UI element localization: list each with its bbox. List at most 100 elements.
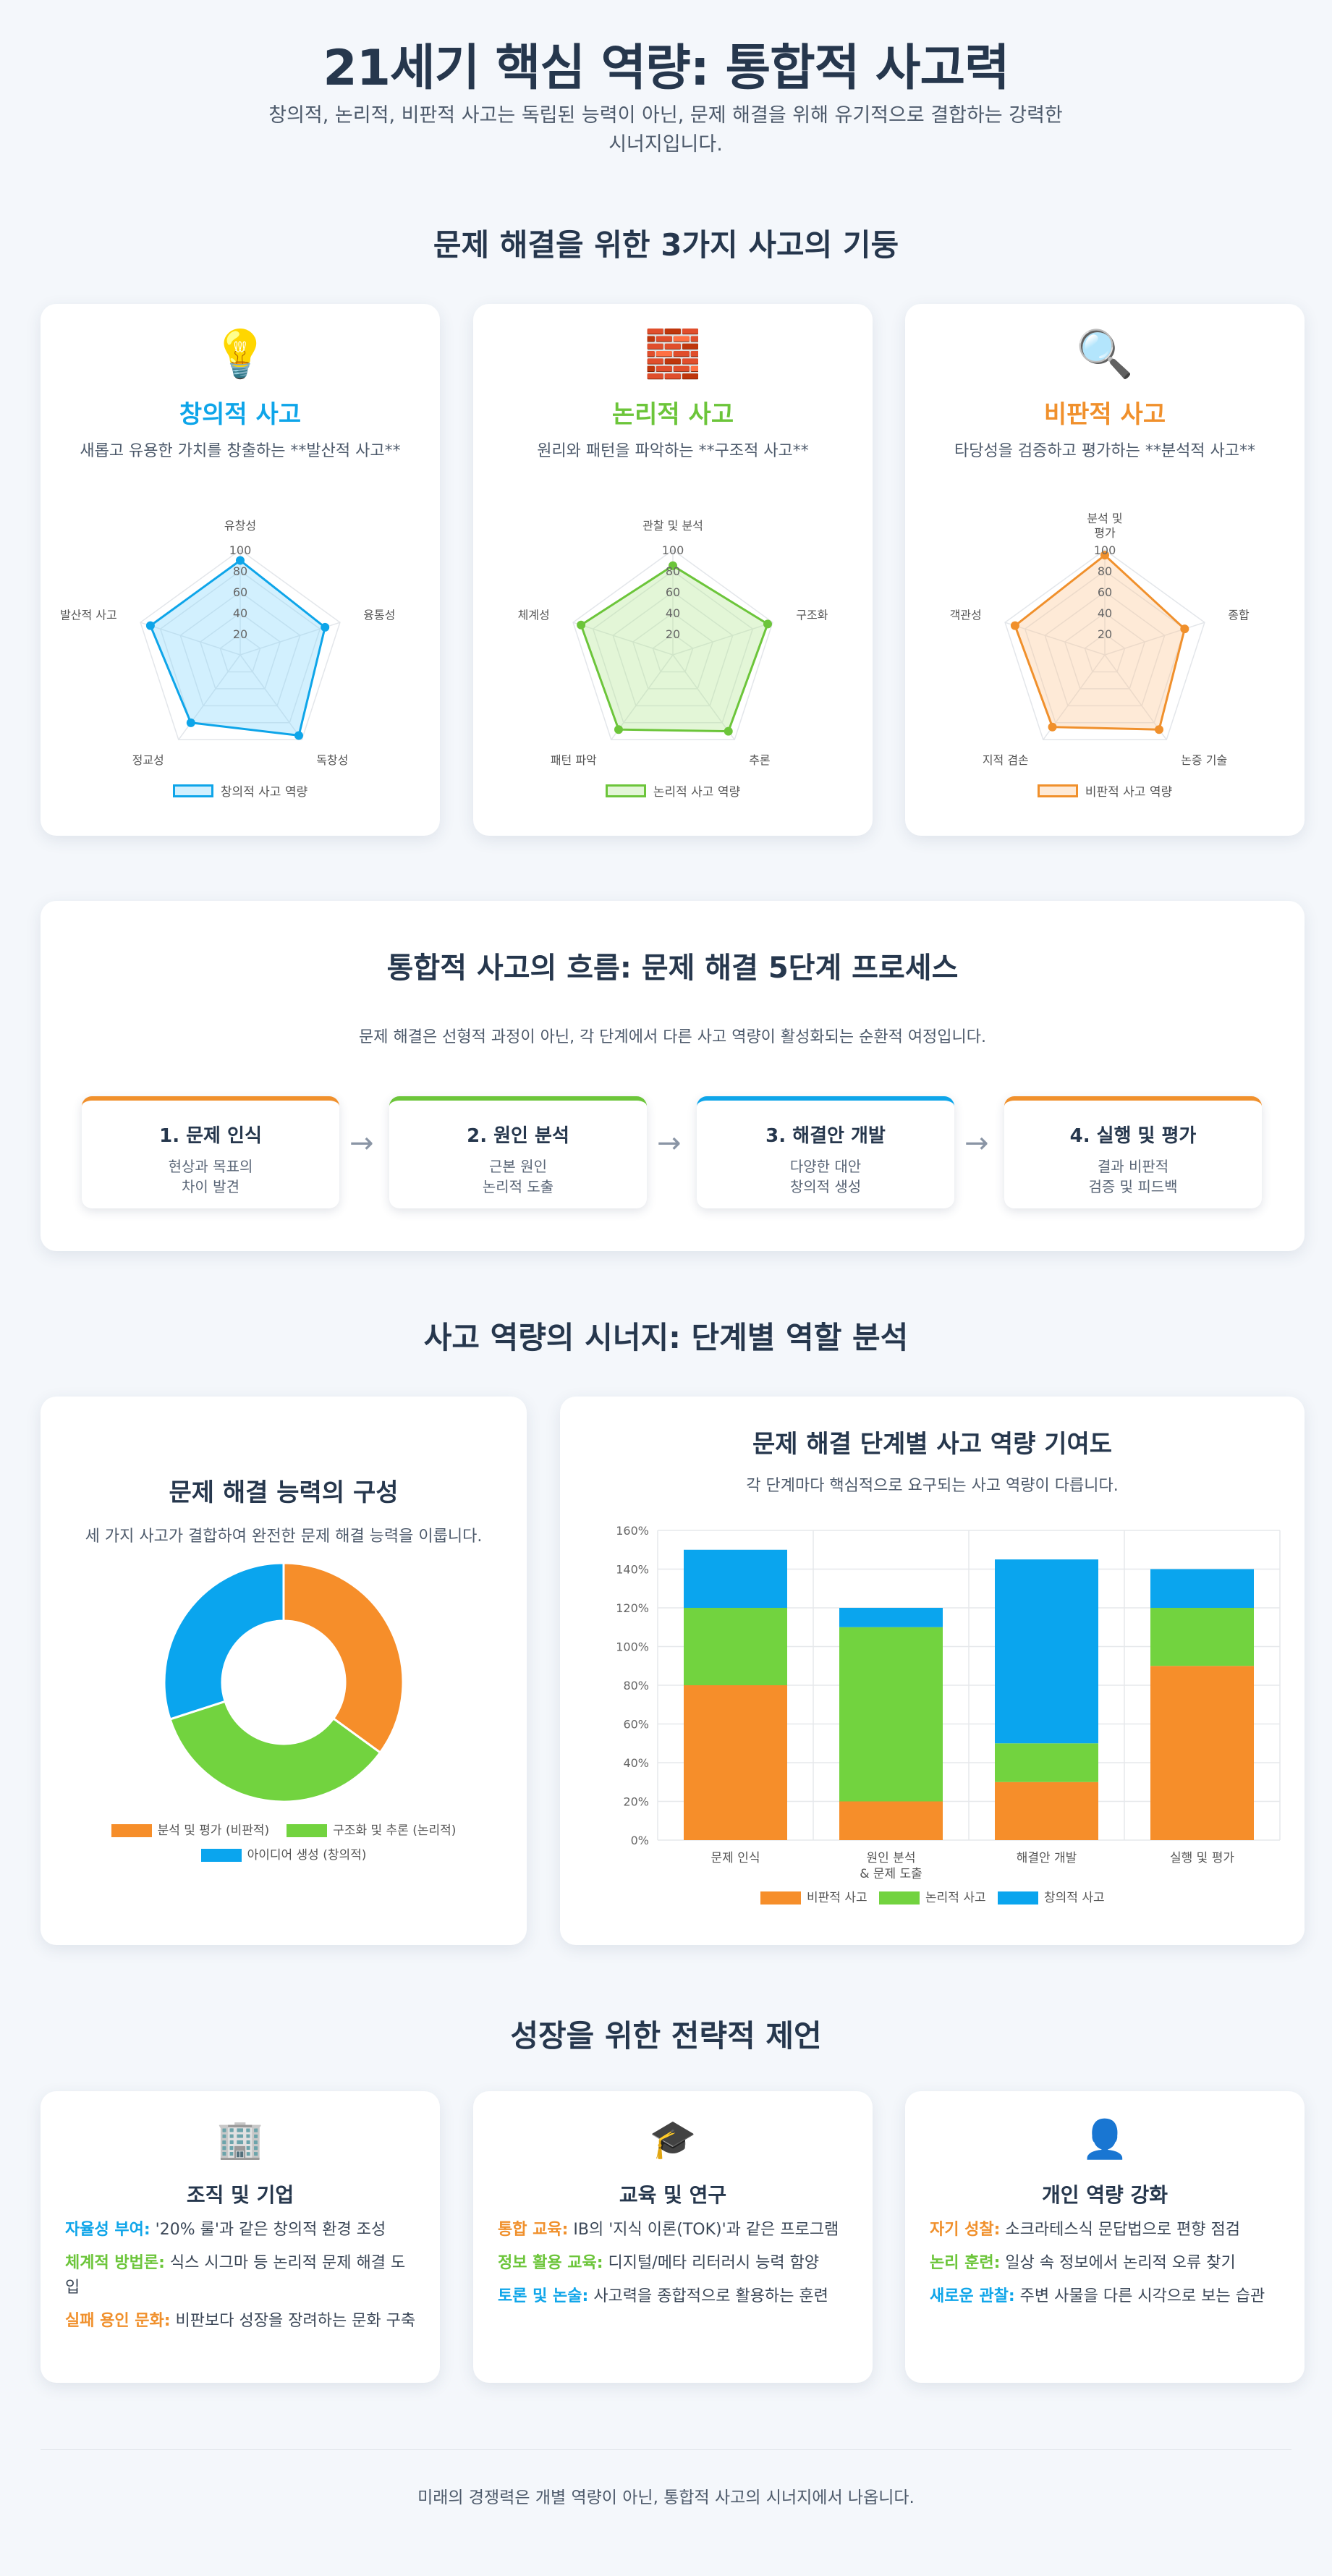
- process-step-description: 다양한 대안 창의적 생성: [789, 1158, 862, 1195]
- radar-spoke: [672, 654, 735, 740]
- legend-label: 비판적 사고 역량: [1085, 785, 1173, 800]
- strategy-card-title: 개인 역량 강화: [1041, 2183, 1168, 2207]
- radar-tick-label: 20: [666, 627, 680, 641]
- radar-grid-ring: [572, 549, 773, 741]
- radar-grid-ring: [219, 633, 261, 673]
- radar-tick-label: 80: [233, 564, 247, 578]
- radar-point: [1048, 722, 1057, 732]
- radar-grid-ring: [592, 570, 754, 724]
- bar-segment: [1150, 1569, 1254, 1608]
- donut-chart-card: 문제 해결 능력의 구성 세 가지 사고가 결합하여 완전한 문제 해결 능력을…: [41, 1397, 527, 1945]
- bar-x-tick-label: 실행 및 평가: [1170, 1851, 1234, 1865]
- radar-axis-label: 발산적 사고: [60, 609, 117, 622]
- radar-tick-label: 40: [233, 606, 247, 620]
- radar-point: [1010, 621, 1019, 630]
- bar-segment: [839, 1801, 943, 1840]
- strategy-list: 자기 성찰: 소크라테스식 문답법으로 편향 점검 논리 훈련: 일상 속 정보에…: [930, 2218, 1284, 2318]
- process-arrow-icon: →: [964, 1127, 989, 1160]
- footer-divider: [41, 2449, 1291, 2450]
- radar-legend: 창의적 사고 역량: [41, 781, 440, 800]
- office-building-icon: 🏢: [216, 2118, 264, 2161]
- radar-axis-label: 객관성: [950, 609, 982, 622]
- strategy-list: 자율성 부여: '20% 룰'과 같은 창의적 환경 조성 체계적 방법론: 식스…: [65, 2218, 420, 2342]
- radar-spoke: [672, 622, 773, 656]
- donut-legend-item: 아이디어 생성 (창의적): [200, 1844, 366, 1866]
- legend-swatch: [172, 784, 213, 797]
- pillar-card: 🔍 비판적 사고 타당성을 검증하고 평가하는 **분석적 사고** 20 40 60 80…: [905, 304, 1305, 836]
- donut-chart-subtitle: 세 가지 사고가 결합하여 완전한 문제 해결 능력을 이룹니다.: [85, 1528, 483, 1546]
- strategy-item-text: 비판보다 성장을 장려하는 문화 구축: [170, 2312, 416, 2330]
- synergy-section-title: 사고 역량의 시너지: 단계별 역할 분석: [423, 1320, 909, 1355]
- strategy-item: 논리 훈련: 일상 속 정보에서 논리적 오류 찾기: [930, 2251, 1284, 2276]
- radar-legend: 논리적 사고 역량: [473, 781, 873, 800]
- bar-segment: [839, 1627, 943, 1802]
- radar-spoke: [1004, 622, 1106, 656]
- legend-label: 논리적 사고 역량: [653, 785, 741, 800]
- strategy-item-label: 정보 활용 교육:: [498, 2254, 603, 2272]
- pillar-title: 창의적 사고: [179, 400, 302, 429]
- pillar-card: 🧱 논리적 사고 원리와 패턴을 파악하는 **구조적 사고** 20 40 60 80 10…: [473, 304, 873, 836]
- strategy-item: 토론 및 논술: 사고력을 종합적으로 활용하는 훈련: [498, 2284, 852, 2309]
- brick-icon: 🧱: [644, 328, 702, 381]
- bar-legend-label: 논리적 사고: [925, 1891, 986, 1905]
- bar-segment: [684, 1549, 787, 1608]
- radar-tick-label: 20: [1098, 627, 1112, 641]
- radar-point: [321, 622, 330, 632]
- radar-spoke: [572, 622, 674, 656]
- radar-spoke: [239, 654, 302, 740]
- strategy-item-text: IB의 '지식 이론(TOK)'과 같은 프로그램: [568, 2221, 839, 2239]
- radar-tick-label: 100: [1094, 543, 1116, 557]
- radar-spoke: [140, 622, 241, 656]
- legend-swatch: [1037, 784, 1078, 797]
- donut-slice: [282, 1563, 404, 1755]
- strategy-item-label: 토론 및 논술:: [498, 2287, 589, 2305]
- donut-chart-title: 문제 해결 능력의 구성: [169, 1478, 399, 1507]
- legend-swatch: [998, 1891, 1038, 1905]
- radar-tick-label: 100: [229, 543, 252, 557]
- process-step: 2. 원인 분석 근본 원인 논리적 도출: [389, 1096, 647, 1208]
- process-step-title: 2. 원인 분석: [467, 1125, 569, 1147]
- strategy-item: 실패 용인 문화: 비판보다 성장을 장려하는 문화 구축: [65, 2309, 420, 2334]
- process-arrow-icon: →: [349, 1127, 374, 1160]
- footer-text: 미래의 경쟁력은 개별 역량이 아닌, 통합적 사고의 시너지에서 나옵니다.: [417, 2488, 915, 2507]
- strategy-card-title: 조직 및 기업: [186, 2183, 294, 2207]
- radar-data-area: [1014, 554, 1186, 731]
- bar-segment: [995, 1559, 1098, 1744]
- radar-axis-label: 분석 및 평가: [1087, 512, 1122, 540]
- lightbulb-icon: 💡: [211, 328, 269, 381]
- legend-label: 창의적 사고 역량: [220, 785, 308, 800]
- radar-axis-label: 정교성: [132, 753, 164, 767]
- bar-y-tick-label: 0%: [631, 1834, 649, 1847]
- radar-tick-label: 20: [233, 627, 247, 641]
- donut-legend-item: 분석 및 평가 (비판적): [111, 1820, 269, 1842]
- radar-point: [294, 731, 303, 740]
- radar-point: [145, 621, 155, 630]
- legend-swatch: [760, 1891, 801, 1905]
- bar-y-tick-label: 140%: [616, 1563, 649, 1577]
- pillar-title: 논리적 사고: [611, 400, 734, 429]
- pillar-description: 새롭고 유용한 가치를 창출하는 **발산적 사고**: [80, 442, 401, 460]
- strategy-card: 👤 개인 역량 강화 자기 성찰: 소크라테스식 문답법으로 편향 점검 논리 훈련:…: [905, 2091, 1305, 2383]
- bar-y-tick-label: 20%: [623, 1795, 649, 1809]
- process-card: 통합적 사고의 흐름: 문제 해결 5단계 프로세스 문제 해결은 선형적 과정…: [41, 901, 1305, 1251]
- radar-spoke: [1104, 654, 1167, 740]
- bar-y-tick-label: 60%: [623, 1718, 649, 1732]
- radar-point: [614, 725, 623, 734]
- bar-y-tick-label: 160%: [616, 1524, 649, 1538]
- radar-tick-label: 80: [666, 564, 680, 578]
- radar-grid-ring: [140, 549, 341, 741]
- radar-axis-label: 체계성: [518, 609, 550, 622]
- radar-tick-label: 40: [666, 606, 680, 620]
- radar-tick-label: 40: [1098, 606, 1112, 620]
- radar-tick-label: 100: [662, 543, 684, 557]
- radar-grid-ring: [612, 591, 734, 707]
- radar-grid-ring: [1024, 570, 1186, 724]
- bar-chart-card: 문제 해결 단계별 사고 역량 기여도 각 단계마다 핵심적으로 요구되는 사고…: [560, 1397, 1305, 1945]
- radar-grid-ring: [632, 612, 714, 690]
- radar-tick-label: 60: [666, 585, 680, 599]
- donut-chart: [163, 1563, 404, 1802]
- bar-y-tick-label: 80%: [623, 1679, 649, 1692]
